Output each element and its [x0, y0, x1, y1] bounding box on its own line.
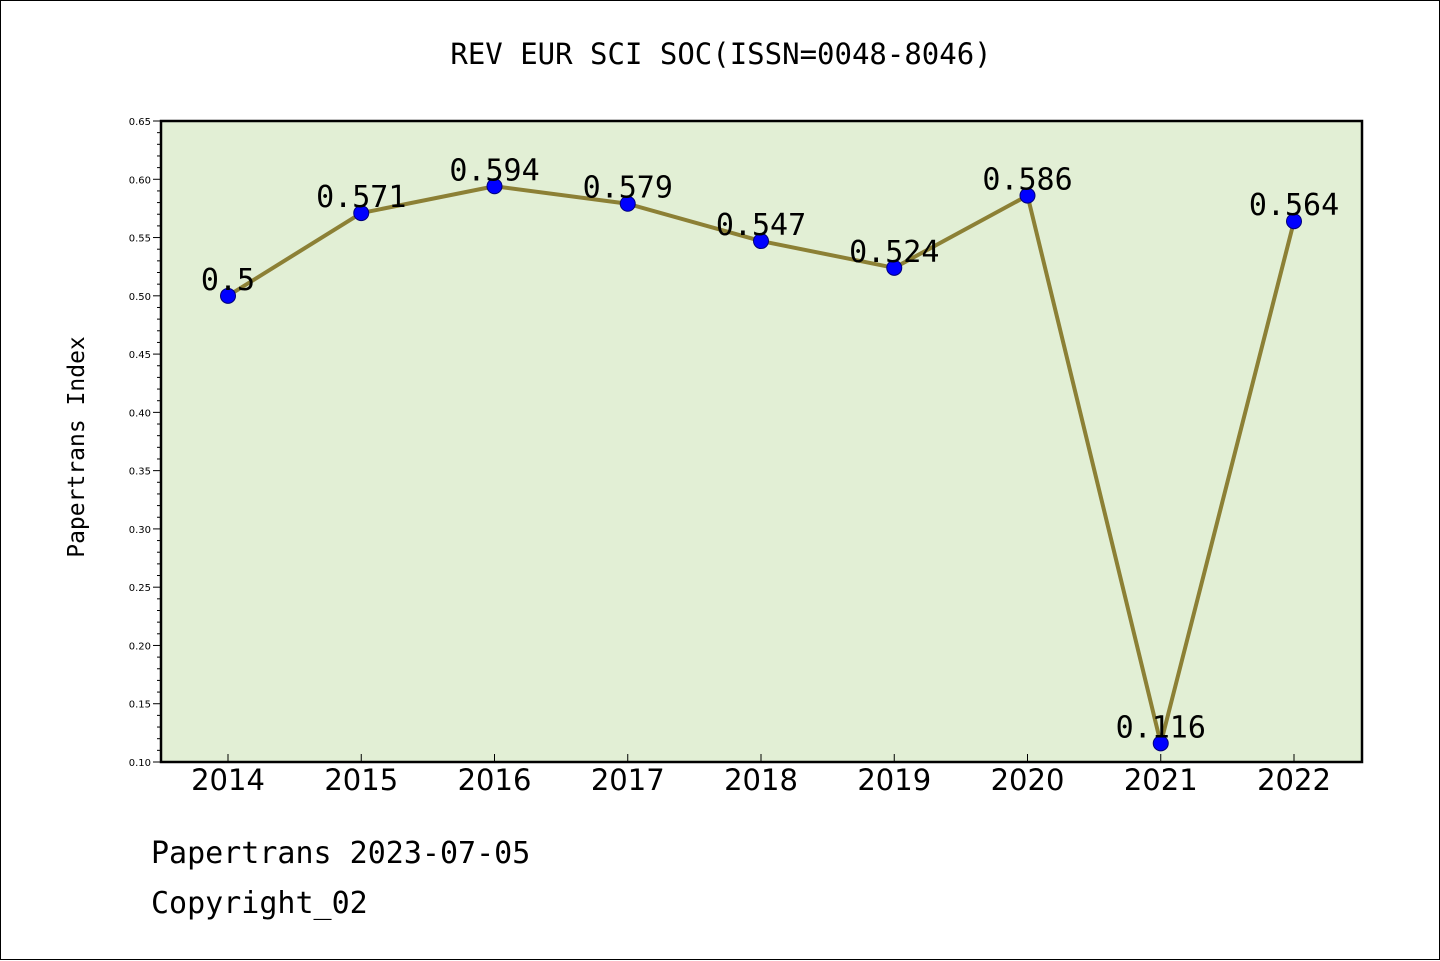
- y-tick-label: 0.50: [129, 292, 151, 303]
- footer-copyright: Copyright_02: [151, 886, 368, 921]
- data-label: 0.594: [449, 153, 539, 188]
- y-tick-label: 0.40: [129, 408, 151, 419]
- footer-date: Papertrans 2023-07-05: [151, 836, 531, 871]
- y-tick-label: 0.10: [129, 758, 151, 769]
- x-tick-label: 2021: [1124, 763, 1198, 797]
- y-tick-label: 0.45: [129, 350, 151, 361]
- chart-title: REV EUR SCI SOC(ISSN=0048-8046): [450, 37, 992, 71]
- data-point: [1152, 735, 1169, 752]
- x-tick-label: 2014: [191, 763, 265, 797]
- data-label: 0.586: [982, 163, 1072, 198]
- data-point: [619, 195, 636, 212]
- data-label: 0.547: [716, 208, 806, 243]
- data-label: 0.5: [201, 263, 255, 298]
- plot-area: [159, 119, 1364, 764]
- x-tick-label: 2015: [324, 763, 398, 797]
- data-label: 0.564: [1249, 188, 1339, 223]
- data-label: 0.524: [849, 235, 939, 270]
- y-axis: 0.10 0.15 0.20 0.25 0.30 0.35 0.40 0.45 0.50 0.55…: [129, 117, 161, 769]
- y-tick-label: 0.35: [129, 467, 151, 478]
- y-tick-label: 0.60: [129, 175, 151, 186]
- y-tick-label: 0.15: [129, 700, 151, 711]
- y-tick-label: 0.20: [129, 641, 151, 652]
- x-tick-label: 2022: [1257, 763, 1331, 797]
- x-axis: 2014 2015 2016 2017 2018 2019 2020 2021 2022: [191, 754, 1331, 797]
- data-label: 0.571: [316, 180, 406, 215]
- y-tick-label: 0.65: [129, 117, 151, 128]
- data-points: [220, 178, 1302, 752]
- x-tick-label: 2017: [591, 763, 665, 797]
- y-tick-label: 0.30: [129, 525, 151, 536]
- data-point: [753, 233, 769, 250]
- data-label: 0.116: [1116, 710, 1206, 745]
- y-tick-label: 0.25: [129, 583, 151, 594]
- x-tick-label: 2019: [857, 763, 931, 797]
- data-point: [353, 205, 370, 222]
- y-tick-label: 0.55: [129, 234, 151, 245]
- data-point: [220, 287, 236, 304]
- data-point: [486, 178, 503, 195]
- data-labels: 0.5 0.571 0.594 0.579 0.547 0.524 0.586 0.116 0.…: [201, 153, 1339, 745]
- x-tick-label: 2020: [991, 763, 1065, 797]
- data-label: 0.579: [583, 171, 673, 206]
- data-point: [1019, 187, 1036, 204]
- x-tick-label: 2016: [458, 763, 532, 797]
- data-point: [886, 259, 903, 276]
- x-tick-label: 2018: [724, 763, 798, 797]
- data-point: [1286, 213, 1302, 230]
